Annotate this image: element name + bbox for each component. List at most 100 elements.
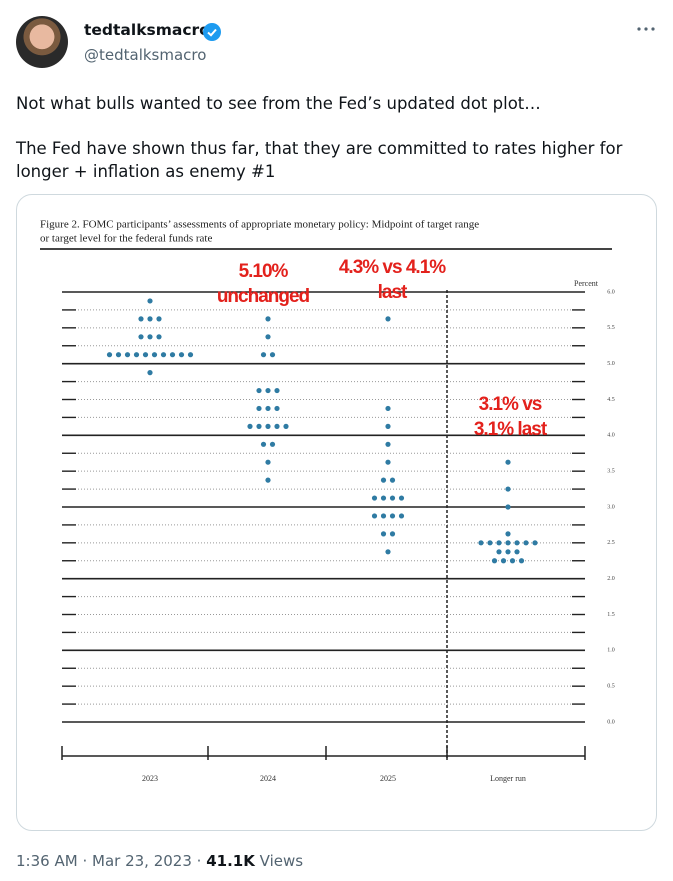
y-tick-label: 1.0 (607, 648, 615, 654)
x-tick-label: 2023 (142, 774, 158, 783)
dot (385, 459, 391, 465)
avatar[interactable] (16, 16, 68, 68)
dot (518, 558, 525, 564)
dot (124, 352, 131, 358)
annotation: 3.1% vs (479, 394, 542, 415)
annotation: unchanged (217, 286, 310, 307)
dot (514, 540, 520, 546)
dot (147, 334, 153, 340)
dot (380, 513, 387, 519)
dot (283, 423, 289, 429)
figure-caption: or target level for the federal funds ra… (40, 233, 212, 245)
dot-plot: Figure 2. FOMC participants’ assessments… (40, 219, 615, 783)
figure-caption: Figure 2. FOMC participants’ assessments… (40, 219, 479, 231)
dot (389, 477, 396, 483)
dot (487, 540, 493, 546)
y-tick-label: 2.0 (607, 576, 615, 582)
tweet-text: The Fed have shown thus far, that they a… (16, 139, 623, 181)
dot (496, 540, 502, 546)
dot (265, 334, 271, 340)
annotation: 5.10% (239, 261, 289, 282)
separator: · (196, 852, 202, 870)
dot (385, 441, 391, 447)
annotation: 3.1% last (474, 419, 548, 440)
dot (133, 352, 140, 358)
views-label: Views (259, 852, 304, 870)
separator: · (82, 852, 88, 870)
dot (265, 423, 271, 429)
dot (532, 540, 538, 546)
dot (274, 423, 280, 429)
y-tick-label: 0.5 (607, 684, 615, 690)
dot (505, 486, 511, 492)
dot (478, 540, 484, 546)
x-tick-label: Longer run (490, 774, 526, 783)
dot (260, 352, 267, 358)
dot (514, 549, 520, 555)
dot (505, 459, 511, 465)
more-menu[interactable] (636, 26, 656, 32)
dot (389, 513, 396, 519)
dot (371, 513, 378, 519)
dot (147, 370, 153, 376)
dot (380, 495, 387, 501)
dot (509, 558, 516, 564)
dot (505, 531, 511, 537)
dot (371, 495, 378, 501)
dot (274, 387, 280, 394)
dot (385, 316, 391, 322)
dot (178, 352, 185, 358)
dot (265, 405, 271, 412)
dot (265, 477, 271, 483)
dot (160, 352, 167, 358)
dot (265, 459, 271, 465)
dot (256, 423, 262, 429)
dot (380, 531, 387, 537)
annotation: last (378, 282, 408, 303)
y-tick-label: 3.0 (607, 504, 615, 510)
dot (385, 549, 391, 555)
dot (385, 405, 391, 412)
dot (523, 540, 529, 546)
y-tick-label: 6.0 (607, 289, 615, 295)
media-card[interactable]: Figure 2. FOMC participants’ assessments… (16, 194, 657, 831)
dot (142, 352, 149, 358)
y-tick-label: 4.0 (607, 433, 615, 439)
tweet-footer: 1:36 AM · Mar 23, 2023 · 41.1K Views (16, 852, 303, 870)
dot (147, 316, 153, 322)
dot (398, 513, 405, 519)
handle[interactable]: @tedtalksmacro (84, 46, 207, 64)
x-tick-label: 2024 (260, 774, 276, 783)
date[interactable]: Mar 23, 2023 (92, 852, 192, 870)
dot (380, 477, 387, 483)
dot (505, 549, 511, 555)
view-count: 41.1K (206, 852, 255, 870)
y-tick-label: 5.0 (607, 361, 615, 367)
time: 1:36 AM (16, 852, 78, 870)
dot (491, 558, 498, 564)
dot (138, 316, 144, 322)
dot (247, 423, 253, 429)
y-tick-label: 0.0 (607, 719, 615, 725)
dot (389, 495, 396, 501)
dot (389, 531, 396, 537)
annotation: 4.3% vs 4.1% (339, 257, 446, 278)
dot (156, 316, 162, 322)
dot (187, 352, 194, 358)
unit-label: Percent (574, 279, 599, 288)
x-tick-label: 2025 (380, 774, 396, 783)
dot (260, 441, 267, 447)
tweet-text: Not what bulls wanted to see from the Fe… (16, 94, 541, 113)
dot (169, 352, 176, 358)
dot (265, 387, 271, 394)
dot (500, 558, 507, 564)
dot (274, 405, 280, 412)
dot (115, 352, 122, 358)
display-name[interactable]: tedtalksmacro (84, 21, 210, 39)
dot (269, 352, 276, 358)
y-tick-label: 5.5 (607, 325, 615, 331)
dot (265, 316, 271, 322)
y-tick-label: 2.5 (607, 540, 615, 546)
dot (505, 540, 511, 546)
